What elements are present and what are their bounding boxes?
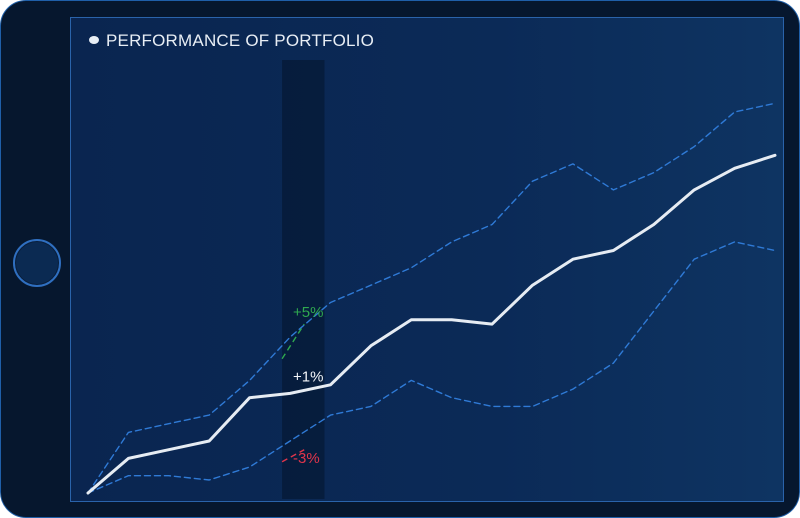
series-line-lower <box>87 241 776 494</box>
highlight-segment-upper <box>281 323 305 360</box>
annotation-main: +1% <box>293 368 323 385</box>
home-button[interactable] <box>13 239 61 287</box>
chart-title: PERFORMANCE OF PORTFOLIO <box>106 31 375 50</box>
highlight-column <box>282 60 325 499</box>
highlight-segment-lower <box>281 449 305 463</box>
title-bullet-icon <box>89 36 99 44</box>
annotation-lower: -3% <box>293 450 320 467</box>
chart-panel <box>70 17 784 502</box>
annotation-upper: +5% <box>293 304 323 321</box>
series-line-main <box>86 153 777 495</box>
series-line-upper <box>87 102 776 494</box>
